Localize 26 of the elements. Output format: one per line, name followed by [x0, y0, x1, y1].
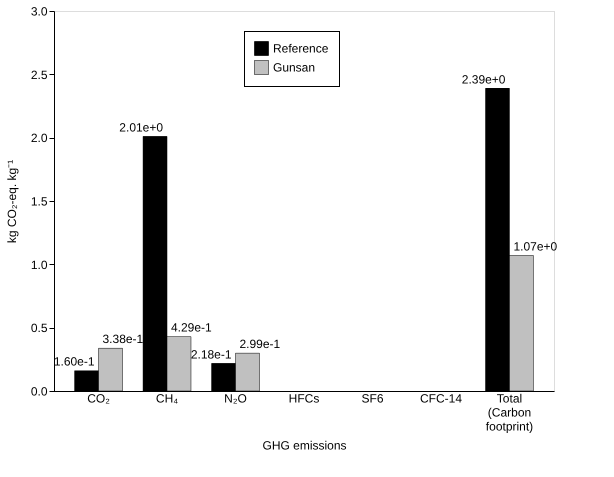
data-label: 2.39e+0 — [462, 72, 506, 86]
legend-label: Reference — [273, 42, 329, 56]
data-label: 1.60e-1 — [54, 354, 95, 369]
x-axis-title: GHG emissions — [262, 438, 347, 452]
x-tick-label: CFC-14 — [420, 392, 462, 406]
data-label: 1.07e+0 — [513, 239, 558, 254]
y-tick-label: 2.0 — [30, 131, 48, 146]
data-label: 3.38e-1 — [102, 332, 144, 346]
x-tick-label: HFCs — [288, 392, 320, 406]
y-tick-label: 0.5 — [30, 321, 48, 336]
x-tick-label: N₂O — [224, 392, 247, 406]
y-tick-label: 1.5 — [30, 194, 48, 208]
y-tick-label: 2.5 — [30, 68, 48, 82]
x-tick-label: Total (Carbon footprint) — [486, 392, 534, 434]
y-axis-title: kg CO₂-eq. kg⁻¹ — [4, 160, 19, 244]
x-tick-label: SF6 — [361, 392, 384, 406]
x-tick-label: CO₂ — [87, 392, 110, 406]
data-label: 2.99e-1 — [239, 337, 281, 352]
y-tick-label: 1.0 — [30, 258, 48, 272]
data-label: 2.01e+0 — [119, 120, 164, 134]
y-tick-label: 0.0 — [30, 384, 48, 398]
x-tick-label: CH₄ — [156, 392, 178, 406]
data-label: 2.18e-1 — [190, 347, 232, 362]
legend-label: Gunsan — [273, 60, 316, 74]
data-label: 4.29e-1 — [171, 320, 212, 335]
y-tick-label: 3.0 — [30, 4, 48, 18]
